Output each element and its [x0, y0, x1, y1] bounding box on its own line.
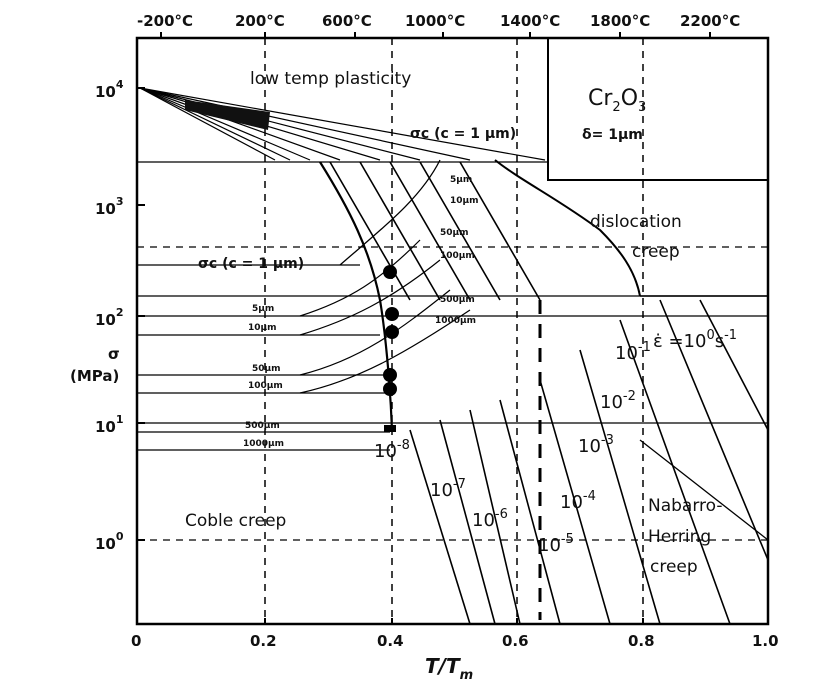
sigma-c-lower-curves: [299, 239, 471, 394]
dislocation-boundary-curve: [494, 159, 641, 297]
region-dislocation-1: dislocation: [590, 212, 682, 232]
top-tick-0: -200°C: [137, 12, 193, 30]
rate-label-0: ε̇ =100s-1: [653, 328, 737, 352]
region-low-temp: low temp plasticity: [250, 69, 411, 89]
y-tick-1: 103: [95, 195, 124, 218]
x-tick-4: 0.8: [628, 632, 655, 650]
y-tick-3: 101: [95, 413, 124, 436]
grain-left-1000: 1000μm: [243, 439, 284, 449]
strain-rate-lines: [329, 161, 769, 625]
y-tick-0: 104: [95, 78, 124, 101]
grain-left-100: 100μm: [248, 381, 283, 391]
top-tick-1: 200°C: [235, 12, 285, 30]
y-axis-label-symbol: σ: [108, 345, 120, 363]
y-axis-label-unit: (MPa): [70, 367, 119, 385]
top-tick-5: 1800°C: [590, 12, 650, 30]
top-axis-labels: -200°C 200°C 600°C 1000°C 1400°C 1800°C …: [137, 12, 740, 30]
y-tick-4: 100: [95, 530, 124, 553]
top-tick-2: 600°C: [322, 12, 372, 30]
plot-frame: [135, 36, 770, 626]
rate-label-5: 10-5: [538, 532, 574, 556]
grain-left-5: 5μm: [252, 304, 274, 314]
grain-left-500: 500μm: [245, 421, 280, 431]
region-nh-1: Nabarro-: [648, 496, 723, 516]
low-temp-blob: [185, 100, 270, 130]
dislocation-boundary: [547, 38, 768, 181]
sigma-c-upper-label: σc (c = 1 μm): [410, 126, 516, 142]
top-tick-6: 2200°C: [680, 12, 740, 30]
x-tick-3: 0.6: [502, 632, 529, 650]
grain-mid-1000: 1000μm: [435, 316, 476, 326]
nh-diag: [639, 439, 769, 541]
grain-mid-500: 500μm: [440, 295, 475, 305]
rate-label-3: 10-3: [578, 433, 614, 457]
rate-label-4: 10-4: [560, 489, 596, 513]
region-dislocation-2: creep: [632, 242, 680, 262]
sigma-c-lower-label: σc (c = 1 μm): [198, 256, 304, 272]
x-tick-0: 0: [131, 632, 141, 650]
rate-label-8: 10-8: [374, 438, 410, 462]
x-tick-2: 0.4: [377, 632, 404, 650]
grain-mid-10: 10μm: [450, 196, 479, 206]
data-points: [383, 265, 399, 432]
grain-mid-50: 50μm: [440, 228, 469, 238]
grain-mid-100: 100μm: [440, 251, 475, 261]
region-nh-2: Herring: [648, 527, 711, 547]
y-tick-2: 102: [95, 306, 124, 329]
x-axis-ticks: [264, 618, 644, 624]
top-tick-4: 1400°C: [500, 12, 560, 30]
grain-mid-5: 5μm: [450, 175, 472, 185]
grain-left-50: 50μm: [252, 364, 281, 374]
rate-label-1: 10-1: [615, 340, 651, 364]
top-axis: [160, 32, 711, 38]
grain-left-10: 10μm: [248, 323, 277, 333]
y-axis-ticks: [137, 87, 145, 541]
x-tick-5: 1.0: [752, 632, 779, 650]
vertical-grid: [264, 38, 644, 624]
x-tick-1: 0.2: [250, 632, 277, 650]
region-coble: Coble creep: [185, 511, 286, 531]
x-axis-label: T/Tm: [425, 654, 473, 683]
material-formula: Cr2O3: [588, 86, 646, 115]
top-tick-3: 1000°C: [405, 12, 465, 30]
region-nh-3: creep: [650, 557, 698, 577]
grain-size-label: δ= 1μm: [582, 127, 643, 143]
rate-label-6: 10-6: [472, 507, 508, 531]
sigma-c-upper-curve: [339, 159, 441, 266]
rate-label-2: 10-2: [600, 389, 636, 413]
rate-label-7: 10-7: [430, 477, 466, 501]
